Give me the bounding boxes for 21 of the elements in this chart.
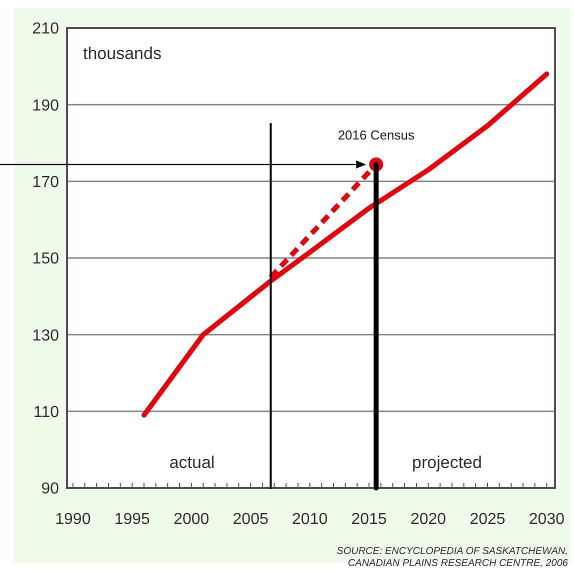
y-tick-label: 170 <box>32 174 60 191</box>
y-tick-label: 130 <box>32 327 60 344</box>
annotation: thousands <box>83 44 162 63</box>
x-tick-label: 2005 <box>232 511 268 528</box>
x-tick-label: 1990 <box>55 511 91 528</box>
x-tick-label: 2030 <box>528 511 565 528</box>
annotation: 2016 Census <box>338 127 415 142</box>
x-tick-label: 2020 <box>410 511 446 528</box>
annotation: actual <box>169 453 215 472</box>
x-tick-label: 1995 <box>114 511 150 528</box>
y-tick-label: 190 <box>32 97 60 114</box>
y-tick-label: 110 <box>33 404 60 421</box>
y-tick-label: 150 <box>32 250 60 268</box>
y-tick-label: 90 <box>41 480 60 498</box>
x-tick-label: 2010 <box>292 511 328 528</box>
y-tick-label: 210 <box>32 20 60 38</box>
source-note: SOURCE: ENCYCLOPEDIA OF SASKATCHEWAN, CANADIAN PLAINS RESEARCH CENTRE, 2006 <box>336 546 568 569</box>
x-tick-label: 2015 <box>351 511 387 528</box>
x-tick-label: 2000 <box>174 511 210 528</box>
annotation: projected <box>412 453 482 472</box>
x-tick-label: 2025 <box>470 511 506 528</box>
